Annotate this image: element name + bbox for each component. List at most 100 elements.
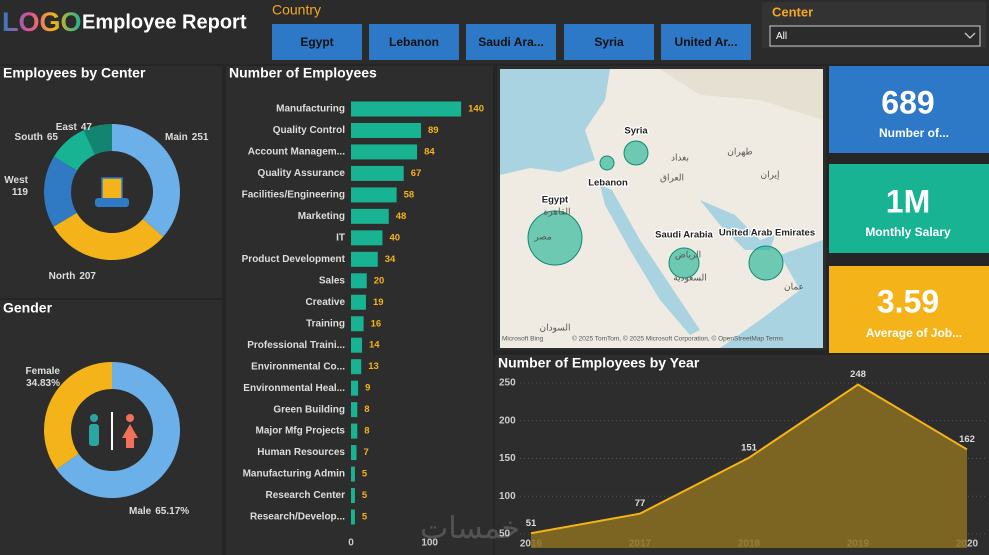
bar xyxy=(351,187,397,203)
country-button-label: Syria xyxy=(594,35,624,49)
chart-title: Gender xyxy=(3,300,53,316)
slice-label: East 47 xyxy=(56,122,93,133)
category-label: Quality Assurance xyxy=(258,168,346,179)
x-tick-label: 2020 xyxy=(956,539,979,550)
bar xyxy=(351,273,367,289)
kpi-card xyxy=(829,164,989,253)
slice-label: West 119 xyxy=(4,175,28,198)
sea xyxy=(600,185,700,335)
map-tile-label: بغداد xyxy=(671,152,689,162)
map xyxy=(497,66,826,350)
bar-panel xyxy=(226,66,493,555)
kpi-value: 689 xyxy=(881,84,934,120)
category-label: Major Mfg Projects xyxy=(256,426,346,437)
map-bubble xyxy=(527,210,583,266)
sea xyxy=(700,200,775,250)
bar-value-label: 13 xyxy=(368,361,379,372)
bar-value-label: 5 xyxy=(362,512,368,523)
people-icon xyxy=(95,198,129,207)
chart-title: Number of Employees by Year xyxy=(498,355,700,371)
category-label: Quality Control xyxy=(273,125,345,136)
bar-value-label: 9 xyxy=(365,383,370,394)
report-title: Employee Report xyxy=(82,11,247,33)
category-label: Facilities/Engineering xyxy=(242,190,345,201)
bar-value-label: 5 xyxy=(362,490,368,501)
male-icon xyxy=(89,424,99,446)
bar xyxy=(351,466,355,482)
donut-slice xyxy=(43,156,78,227)
map-tile-label: القاهرة xyxy=(544,206,571,217)
country-button[interactable] xyxy=(369,24,459,60)
category-label: Sales xyxy=(319,275,346,286)
data-label: 248 xyxy=(850,369,866,380)
country-button[interactable] xyxy=(661,24,751,60)
bar-value-label: 5 xyxy=(362,469,368,480)
x-tick-label: 0 xyxy=(348,538,354,549)
country-button[interactable] xyxy=(564,24,654,60)
bar xyxy=(351,488,355,504)
map-tile-label: عمان xyxy=(784,281,804,291)
category-label: Environmental Co... xyxy=(251,361,345,372)
logo: LOGO xyxy=(2,7,82,37)
bar xyxy=(351,101,462,117)
country-button[interactable] xyxy=(466,24,556,60)
map-bubble xyxy=(623,140,649,166)
bar xyxy=(351,294,366,310)
kpi-value: 3.59 xyxy=(877,283,939,319)
kpi-label: Average of Job... xyxy=(866,326,962,340)
category-label: Research Center xyxy=(266,490,346,501)
map-label: Saudi Arabia xyxy=(655,230,713,241)
country-button[interactable] xyxy=(272,24,362,60)
y-tick-label: 50 xyxy=(499,529,511,540)
slice-value: 47 xyxy=(81,122,93,133)
slice-value: 251 xyxy=(192,132,209,143)
female-icon xyxy=(122,424,138,448)
slice-value: 65.17% xyxy=(155,506,189,517)
bar xyxy=(351,402,358,418)
chart-title: Employees by Center xyxy=(3,65,146,81)
category-label: Manufacturing Admin xyxy=(243,469,345,480)
category-label: Environmental Heal... xyxy=(243,383,345,394)
donut-slice xyxy=(112,124,180,237)
center-dropdown[interactable] xyxy=(769,25,981,47)
slice-value: 119 xyxy=(12,187,29,198)
bar-value-label: 67 xyxy=(411,168,422,179)
category-label: Green Building xyxy=(273,404,345,415)
bar xyxy=(351,337,363,353)
slice-label: North 207 xyxy=(49,271,97,282)
category-label: Marketing xyxy=(298,211,345,222)
bar-value-label: 16 xyxy=(371,318,382,329)
female-icon xyxy=(126,414,134,422)
bar-value-label: 7 xyxy=(364,447,369,458)
slice-category: East xyxy=(56,122,78,133)
bar xyxy=(351,423,358,439)
category-label: Account Managem... xyxy=(248,147,345,158)
map-provider: Microsoft Bing xyxy=(502,336,544,343)
watermark: خمسات xyxy=(420,512,520,545)
slice-value: 34.83% xyxy=(26,378,60,389)
donut-slice xyxy=(56,362,180,498)
country-button-label: United Ar... xyxy=(675,35,738,49)
kpi-label: Monthly Salary xyxy=(865,225,951,239)
category-label: Creative xyxy=(306,297,346,308)
slice-value: 65 xyxy=(47,132,59,143)
donut-slice xyxy=(43,362,112,470)
bar xyxy=(351,380,359,396)
data-label: 51 xyxy=(526,518,537,529)
center-label: Center xyxy=(772,4,813,19)
kpi-card xyxy=(829,66,989,153)
slice-category: Male xyxy=(129,506,152,517)
bar-value-label: 58 xyxy=(404,189,415,200)
category-label: Training xyxy=(306,318,345,329)
data-label: 151 xyxy=(741,442,758,453)
center-selected: All xyxy=(776,31,787,42)
slice-label: Main 251 xyxy=(165,132,209,143)
slice-category: Female xyxy=(26,366,61,377)
bar-value-label: 8 xyxy=(364,426,369,437)
sea xyxy=(720,240,823,348)
y-tick-label: 100 xyxy=(499,491,516,502)
map-tile-label: طهران xyxy=(727,146,752,157)
slice-label: South 65 xyxy=(15,132,59,143)
data-label: 77 xyxy=(635,498,646,509)
